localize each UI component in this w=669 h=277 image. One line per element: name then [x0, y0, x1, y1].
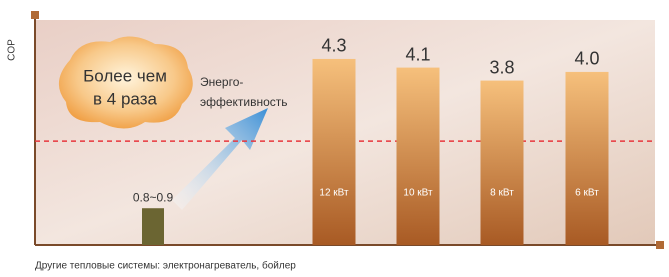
badge-text: Более чем [83, 66, 167, 85]
bar [566, 72, 609, 245]
bar [481, 81, 524, 245]
chart: Более чем в 4 раза Энерго- эффективность… [0, 0, 669, 277]
category-label: 6 кВт [575, 188, 599, 199]
value-label: 3.8 [489, 57, 514, 77]
value-label: 0.8~0.9 [133, 190, 174, 204]
annotation-label: Энерго- [200, 75, 243, 89]
annotation-label: эффективность [200, 95, 288, 109]
bar [142, 208, 164, 245]
category-label: 12 кВт [319, 188, 349, 199]
bar [313, 59, 356, 245]
bar [397, 68, 440, 245]
category-label: 8 кВт [490, 188, 514, 199]
category-label: 10 кВт [403, 188, 433, 199]
y-axis-label: COP [7, 39, 18, 61]
axis-marker [31, 11, 39, 19]
axis-marker [656, 241, 664, 249]
value-label: 4.0 [574, 49, 599, 69]
value-label: 4.3 [321, 36, 346, 56]
value-label: 4.1 [405, 44, 430, 64]
badge-text: в 4 раза [93, 89, 157, 108]
footnote: Другие тепловые системы: электронагреват… [35, 260, 296, 272]
